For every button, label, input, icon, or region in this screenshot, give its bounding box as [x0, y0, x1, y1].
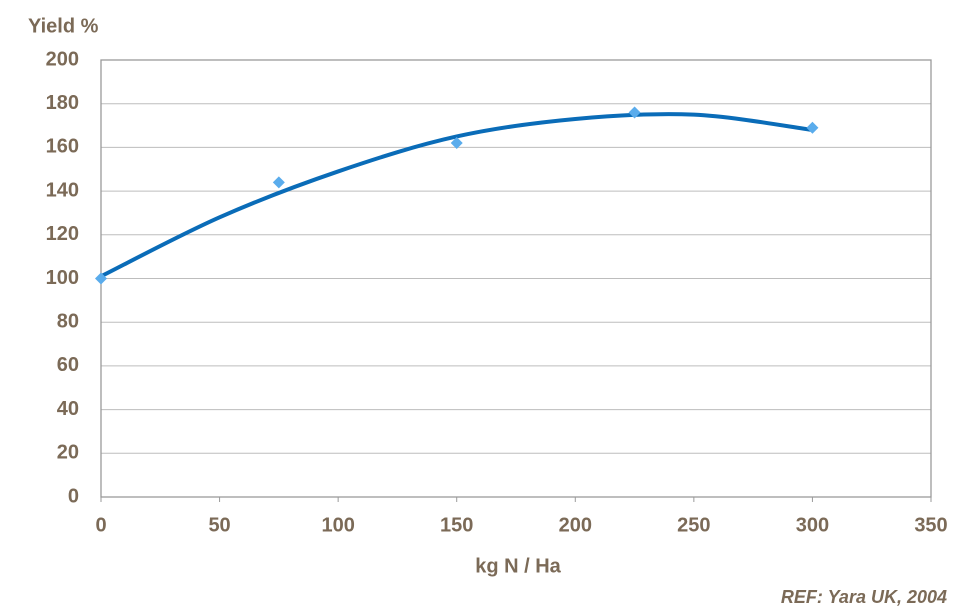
y-tick-label: 100	[46, 267, 79, 289]
y-tick-label: 140	[46, 179, 79, 201]
x-tick-label: 350	[914, 514, 947, 536]
y-tick-label: 0	[68, 485, 79, 507]
x-tick-label: 150	[440, 514, 473, 536]
x-tick-label: 300	[796, 514, 829, 536]
x-axis-label: kg N / Ha	[475, 555, 561, 577]
y-tick-label: 40	[57, 398, 79, 420]
data-point	[95, 272, 107, 285]
x-tick-label: 50	[208, 514, 230, 536]
data-point	[806, 121, 819, 134]
x-tick-label: 250	[677, 514, 710, 536]
data-point	[628, 106, 641, 119]
x-tick-label: 0	[95, 514, 106, 536]
trendline	[100, 112, 813, 279]
x-tick-label: 100	[321, 514, 354, 536]
y-tick-label: 80	[57, 310, 79, 332]
y-tick-label: 120	[46, 223, 79, 245]
reference-note: REF: Yara UK, 2004	[781, 587, 947, 607]
y-tick-label: 160	[46, 136, 79, 158]
chart-title: Yield %	[28, 15, 99, 37]
y-tick-label: 20	[57, 442, 79, 464]
data-point	[272, 176, 285, 189]
x-tick-label: 200	[559, 514, 592, 536]
y-tick-label: 200	[46, 48, 79, 70]
y-tick-label: 60	[57, 354, 79, 376]
data-point	[450, 137, 463, 150]
y-tick-label: 180	[46, 92, 79, 114]
